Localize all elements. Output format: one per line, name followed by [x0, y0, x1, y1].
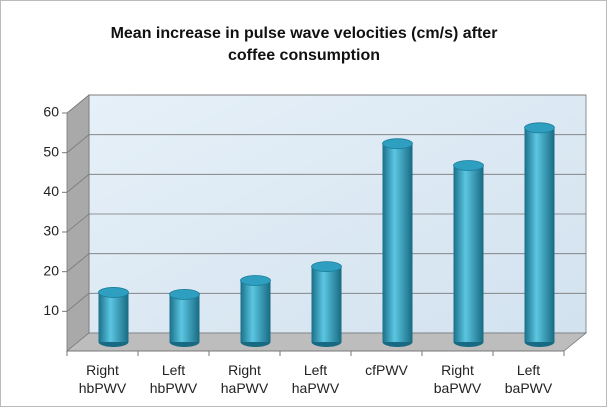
x-tick-label: Right baPWV [433, 362, 482, 396]
y-tick-label: 60 [43, 104, 59, 120]
grid-line [66, 174, 90, 193]
chart-title: Mean increase in pulse wave velocities (… [110, 25, 498, 64]
x-tick-label: Left baPWV [504, 362, 553, 396]
y-tick-label: 10 [43, 302, 59, 318]
bar [240, 280, 271, 342]
bar-top [169, 288, 200, 300]
grid-line [66, 94, 90, 114]
grid-line [66, 293, 90, 312]
grid-line [66, 213, 90, 233]
grid-line [66, 253, 90, 272]
bar [169, 294, 200, 342]
bar [524, 127, 555, 342]
x-tick-label: Right haPWV [220, 362, 269, 396]
y-tick-label: 40 [43, 183, 59, 199]
bar [311, 266, 342, 342]
y-tick-label: 30 [43, 223, 59, 239]
bar [382, 143, 413, 342]
y-tick-label: 50 [43, 143, 59, 159]
bar-top [453, 160, 484, 171]
x-tick-label: Left haPWV [291, 362, 340, 396]
bar [453, 165, 484, 342]
x-tick-label: cfPWV [365, 362, 408, 378]
bar-top [524, 122, 555, 134]
x-tick-label: Left hbPWV [149, 362, 198, 396]
grid-line [66, 134, 90, 153]
x-tick-label: Right hbPWV [78, 362, 127, 396]
bar-top [240, 275, 271, 286]
bar [98, 292, 129, 342]
bar-top [382, 138, 413, 150]
y-tick-label: 20 [43, 262, 59, 278]
bar-top [98, 287, 129, 298]
bar-top [311, 261, 342, 273]
